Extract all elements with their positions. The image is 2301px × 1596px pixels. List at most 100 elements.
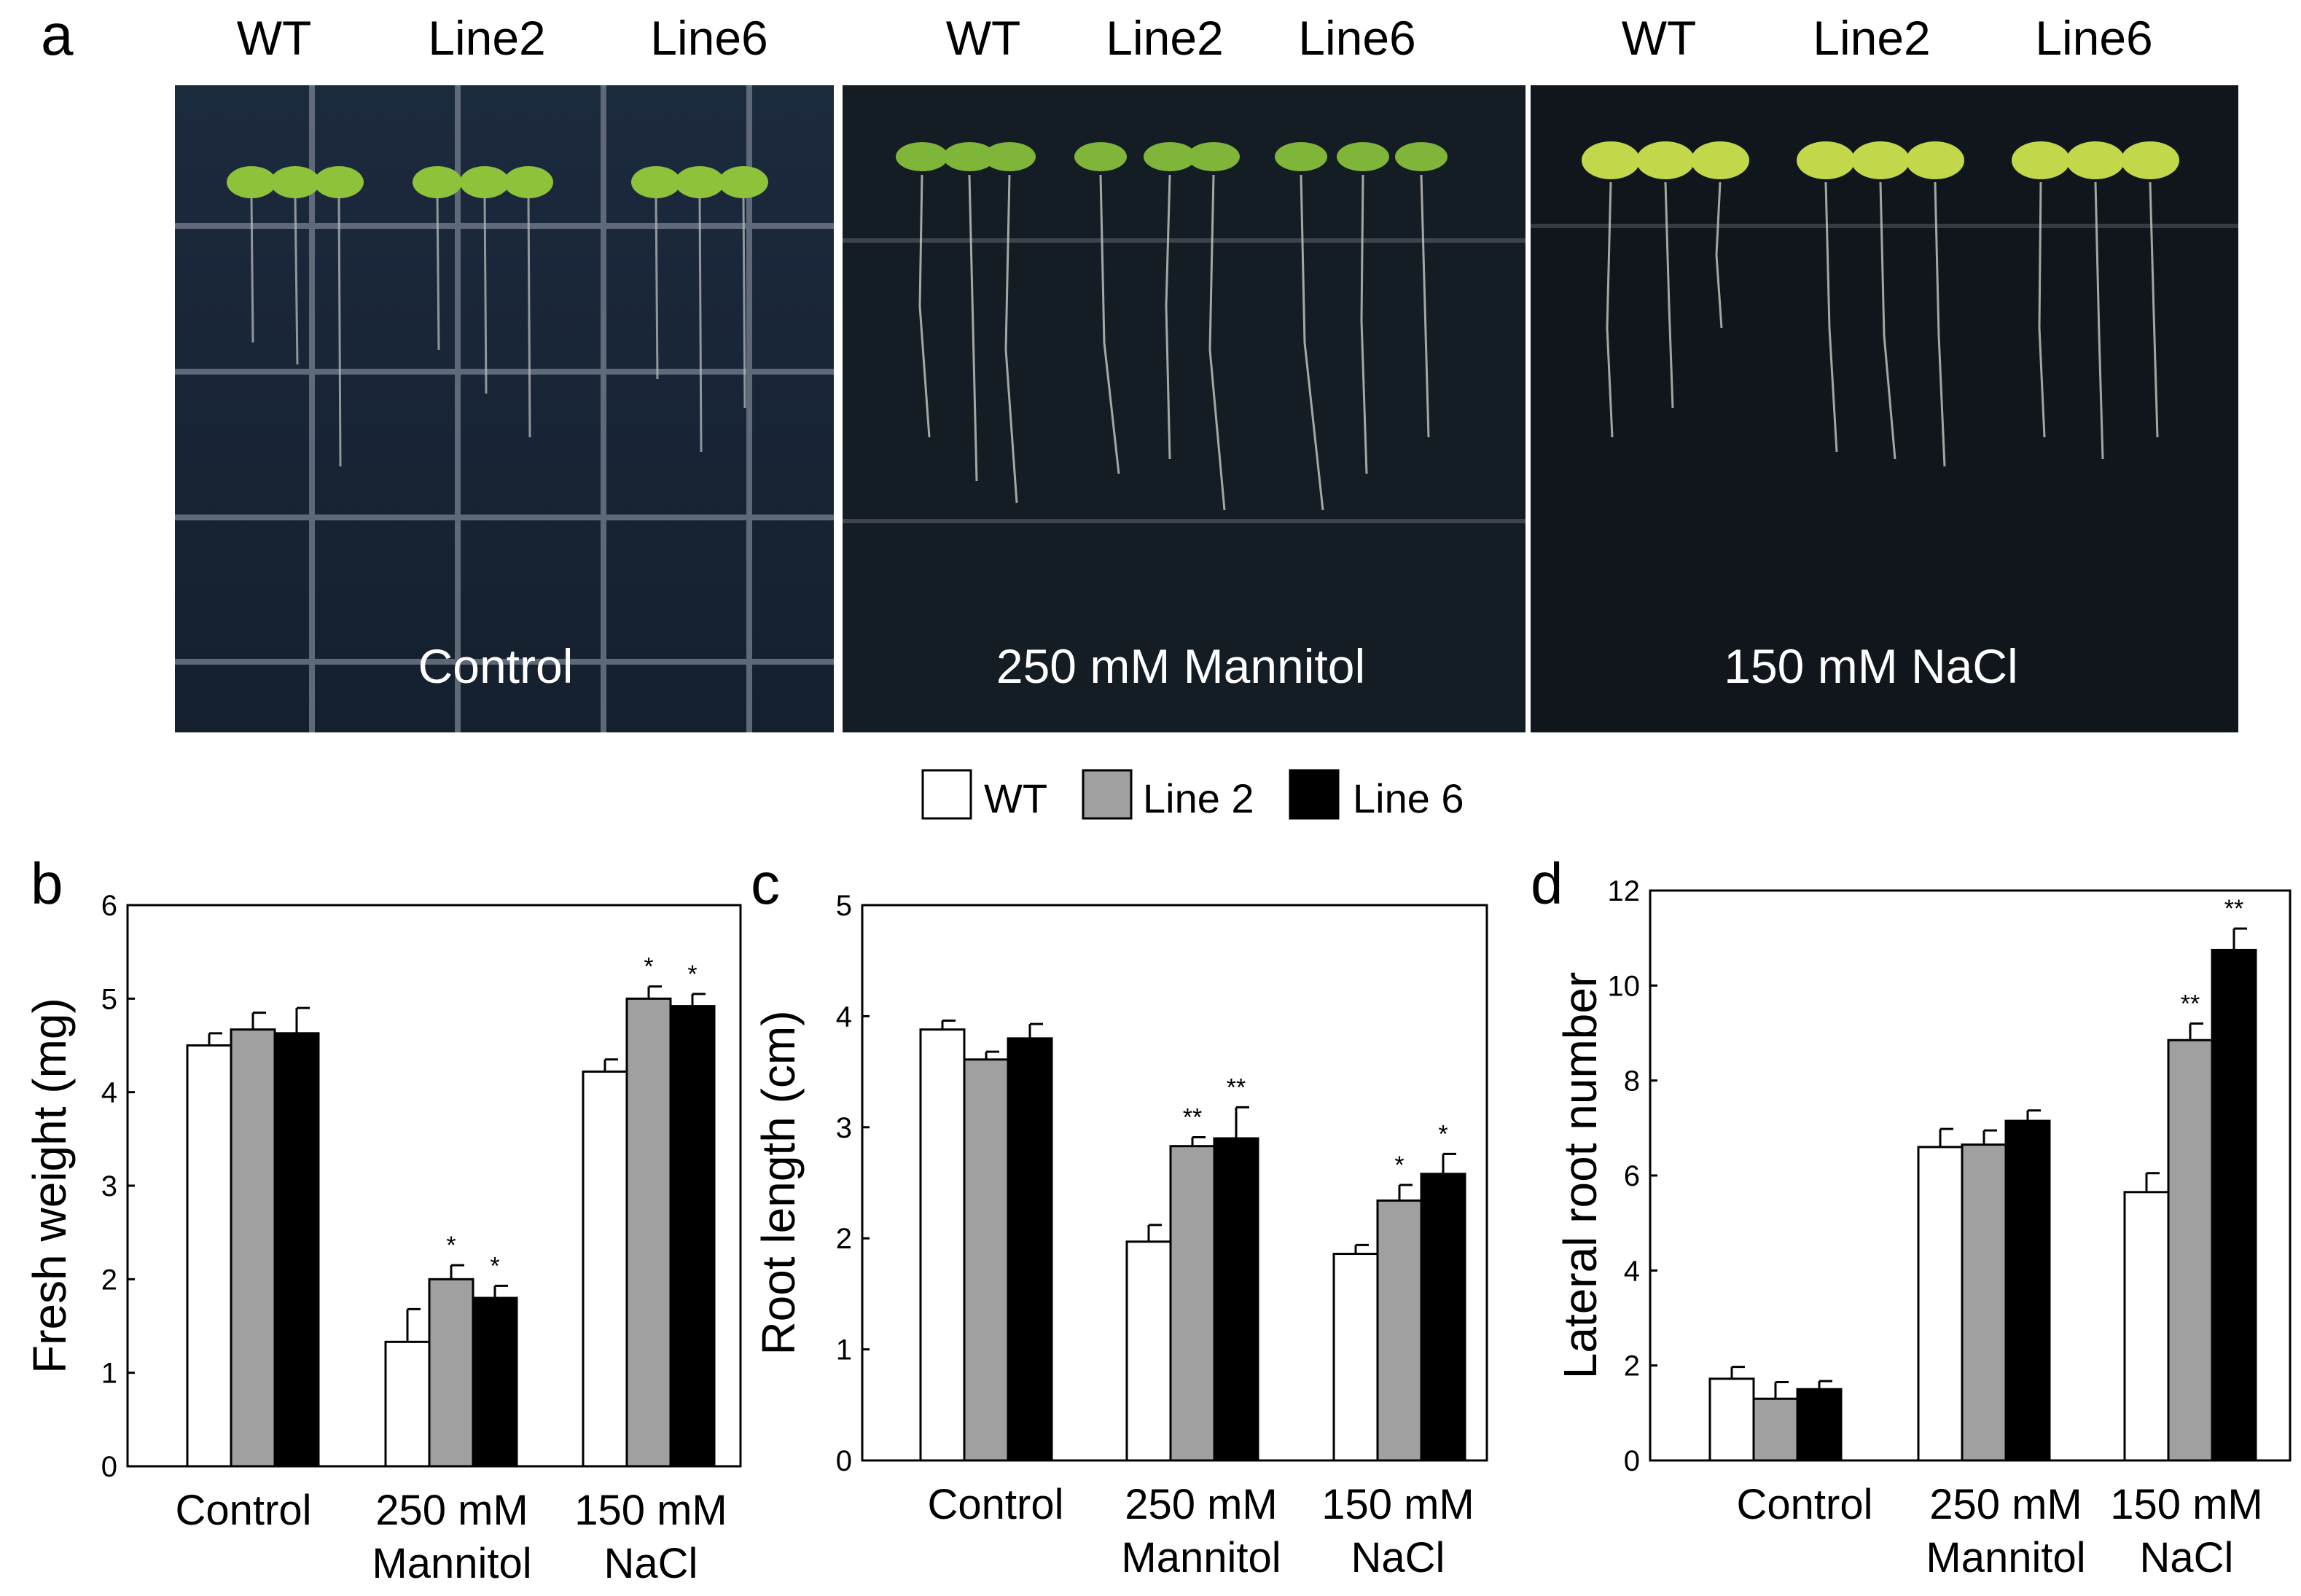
legend: WT Line 2 Line 6 [921,769,1464,821]
significance-mark: * [1438,1120,1448,1148]
panel-a: a [41,2,2238,732]
y-tick-label: 5 [836,890,852,922]
plate2-genotype-line2: Line2 [1106,11,1224,65]
y-tick-label: 10 [1608,970,1641,1002]
x-category-label: Control [928,1481,1064,1528]
bar-line6 [1213,1137,1259,1462]
y-tick-label: 12 [1608,875,1641,907]
plate3-genotype-line6: Line6 [2035,11,2153,65]
bar-line6 [669,1005,716,1468]
y-tick-label: 0 [836,1445,852,1477]
bar-wt [1708,1377,1755,1462]
bar-wt [1332,1253,1379,1462]
legend-label-line2: Line 2 [1143,775,1254,821]
plate3-genotype-line2: Line2 [1813,11,1931,65]
plate3-condition: 150 mM NaCl [1724,639,2017,693]
legend-swatch-line6 [1289,769,1340,820]
plate3-genotype-wt: WT [1622,11,1697,65]
legend-label-line6: Line 6 [1353,775,1464,821]
bar-wt [1125,1240,1172,1462]
bar-line6 [1796,1388,1843,1462]
y-tick-label: 1 [836,1334,852,1366]
bar-line6 [472,1296,518,1468]
plate-control [175,85,834,732]
plate-nacl [1531,85,2238,732]
y-tick-label: 3 [836,1112,852,1144]
x-category-label: Mannitol [1121,1534,1281,1581]
y-tick-label: 6 [1624,1160,1640,1192]
plate1-condition: Control [418,639,574,693]
bar-wt [384,1340,431,1468]
y-tick-label: 4 [101,1077,117,1109]
significance-mark: ** [2224,895,2243,923]
bar-line6 [1007,1037,1053,1462]
y-axis-label: Fresh weight (mg) [23,998,76,1374]
panel-letter-b: b [31,851,63,916]
significance-mark: * [446,1232,456,1259]
x-category-label: NaCl [1351,1534,1445,1581]
x-category-label: Mannitol [372,1540,531,1587]
y-tick-label: 6 [101,890,117,922]
y-axis-label: Root length (cm) [752,1010,805,1355]
x-category-label: NaCl [604,1540,698,1587]
plate1-genotype-line2: Line2 [428,11,546,65]
plate-mannitol [843,85,1525,732]
y-tick-label: 3 [101,1170,117,1202]
bar-line2 [1376,1199,1423,1462]
y-tick-label: 0 [101,1451,117,1483]
y-tick-label: 8 [1624,1065,1640,1098]
x-category-label: Mannitol [1926,1534,2085,1581]
bar-line2 [1752,1397,1799,1462]
legend-swatch-wt [921,769,972,820]
chart-d: d Lateral root number 0 2 4 6 8 10 12 ** ** Control… [1531,851,2292,1581]
y-tick-label: 2 [101,1264,117,1296]
bar-line2 [1169,1145,1216,1462]
panel-letter-a: a [41,2,74,67]
bar-line2 [625,997,672,1468]
plate2-genotype-wt: WT [946,11,1021,65]
plate2-genotype-line6: Line6 [1298,11,1416,65]
bar-line2 [1961,1143,2007,1462]
x-category-label: 150 mM [574,1487,727,1534]
x-category-label: 250 mM [375,1487,528,1534]
plate2-condition: 250 mM Mannitol [996,639,1365,693]
x-category-label: 150 mM [1321,1481,1474,1528]
panel-letter-d: d [1531,851,1563,916]
significance-mark: ** [1227,1073,1246,1101]
bar-wt [919,1028,966,1462]
bar-wt [186,1044,233,1468]
bar-line6 [273,1032,320,1468]
significance-mark: * [644,953,653,981]
chart-b: b Fresh weight (mg) 0 1 2 3 4 5 6 * * * * Control 250 … [23,851,742,1587]
y-tick-label: 1 [101,1358,117,1390]
x-category-label: 150 mM [2110,1481,2263,1528]
bar-line6 [2004,1119,2051,1462]
y-tick-label: 0 [1624,1445,1640,1477]
panel-letter-c: c [751,851,780,916]
significance-mark: ** [1183,1104,1202,1132]
plate1-genotype-line6: Line6 [650,11,768,65]
y-tick-label: 4 [1624,1255,1640,1287]
legend-label-wt: WT [984,775,1047,821]
significance-mark: * [490,1252,499,1280]
bar-line2 [230,1028,276,1468]
y-tick-label: 5 [101,983,117,1015]
significance-mark: * [687,961,697,988]
x-category-label: 250 mM [1125,1481,1278,1528]
y-tick-label: 2 [836,1223,852,1255]
bar-wt [2123,1191,2170,1462]
x-category-label: 250 mM [1929,1481,2082,1528]
legend-swatch-line2 [1082,769,1133,820]
bar-line2 [428,1278,474,1468]
plate1-genotype-wt: WT [237,11,312,65]
significance-mark: * [1394,1151,1404,1179]
significance-mark: ** [2181,990,2200,1017]
bar-line6 [1420,1173,1466,1462]
x-category-label: Control [176,1487,312,1534]
bar-wt [1917,1146,1964,1462]
bar-line2 [2167,1038,2214,1462]
x-category-label: NaCl [2140,1534,2234,1581]
